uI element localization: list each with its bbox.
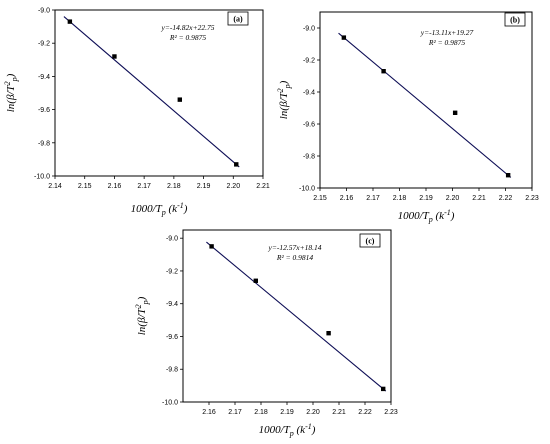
- data-point: [341, 35, 347, 40]
- x-axis-label: 1000/Tp (k-1): [398, 208, 455, 224]
- plot-frame: [54, 9, 264, 177]
- panel-label: (a): [233, 15, 243, 24]
- data-point: [381, 386, 386, 392]
- r-squared: R² = 0.9875: [169, 33, 207, 42]
- chart-panel-c: 2.16 2.17 2.18 2.19 2.20 2.21 2.22 2.23 -9.0 -9.2…: [134, 222, 425, 444]
- y-tick-label: -9.6: [38, 107, 50, 114]
- y-tick-label: -9.8: [303, 154, 315, 161]
- y-tick-label: -9.0: [38, 8, 50, 15]
- x-tick-label: 2.20: [306, 409, 320, 416]
- x-axis-label: 1000/Tp (k-1): [259, 422, 316, 438]
- y-tick-label: -9.0: [303, 26, 315, 33]
- data-point: [177, 97, 182, 102]
- chart-b-svg: 2.15 2.16 2.17 2.18 2.19 2.20 2.21 2.22 2.23 -9.0…: [276, 11, 539, 224]
- y-tick-label: -10.0: [162, 400, 178, 407]
- data-point: [234, 162, 239, 167]
- x-tick-label: 2.16: [202, 409, 216, 416]
- data-point: [112, 54, 117, 59]
- x-tick-label: 2.20: [446, 195, 460, 202]
- x-tick-label: 2.16: [108, 183, 122, 190]
- x-tick-label: 2.21: [256, 183, 270, 190]
- chart-panel-a: 2.14 2.15 2.16 2.17 2.18 2.19 2.20 2.21 -9.0 -9.2…: [0, 0, 275, 225]
- x-tick-label: 2.18: [393, 195, 407, 202]
- x-tick-label: 2.21: [472, 195, 486, 202]
- y-tick-label: -9.2: [166, 268, 178, 275]
- r-squared: R² = 0.9814: [276, 253, 314, 262]
- x-tick-label: 2.18: [167, 183, 181, 190]
- data-point: [253, 278, 258, 283]
- x-tick-label: 2.15: [78, 183, 92, 190]
- panel-label-box: [227, 11, 249, 26]
- data-point: [209, 244, 214, 249]
- fit-equation: y=-13.11x+19.27: [420, 28, 474, 37]
- x-tick-label: 2.18: [254, 409, 268, 416]
- y-tick-label: -9.2: [303, 58, 315, 65]
- y-tick-label: -9.0: [166, 236, 178, 243]
- fit-equation: y=-12.57x+18.14: [267, 243, 321, 252]
- x-tick-label: 2.23: [384, 409, 398, 416]
- y-tick-label: -10.0: [34, 174, 50, 181]
- plot-frame: [182, 229, 392, 403]
- chart-a-svg: 2.14 2.15 2.16 2.17 2.18 2.19 2.20 2.21 -9.0 -9.2…: [3, 8, 270, 218]
- y-tick-label: -9.6: [166, 334, 178, 341]
- x-tick-label: 2.21: [332, 409, 346, 416]
- data-point: [326, 331, 331, 336]
- fit-equation: y=-14.82x+22.75: [160, 23, 214, 32]
- panel-label-box: [504, 12, 526, 27]
- y-tick-label: -9.8: [38, 140, 50, 147]
- y-tick-label: -9.6: [303, 122, 315, 129]
- y-tick-label: -9.4: [303, 90, 315, 97]
- data-point: [452, 110, 458, 115]
- x-tick-label: 2.19: [197, 183, 211, 190]
- x-tick-label: 2.17: [366, 195, 380, 202]
- fit-line: [206, 241, 387, 392]
- y-tick-label: -9.4: [38, 74, 50, 81]
- chart-panel-b: 2.15 2.16 2.17 2.18 2.19 2.20 2.21 2.22 2.23 -9.0…: [275, 0, 550, 225]
- x-tick-label: 2.19: [280, 409, 294, 416]
- y-tick-label: -10.0: [299, 186, 315, 193]
- x-tick-label: 2.17: [228, 409, 242, 416]
- x-tick-label: 2.15: [313, 195, 327, 202]
- data-point: [67, 19, 73, 24]
- x-tick-label: 2.22: [499, 195, 513, 202]
- fit-line: [63, 16, 240, 168]
- panel-label: (b): [510, 16, 520, 25]
- x-tick-label: 2.20: [226, 183, 240, 190]
- y-axis-label: ln(β/T2p): [134, 296, 150, 335]
- panel-label-box: [359, 233, 381, 248]
- fit-line: [338, 32, 512, 178]
- y-tick-label: -9.2: [38, 41, 50, 48]
- y-tick-label: -9.4: [166, 301, 178, 308]
- x-tick-label: 2.14: [48, 183, 62, 190]
- chart-c-svg: 2.16 2.17 2.18 2.19 2.20 2.21 2.22 2.23 -9.0 -9.2…: [134, 229, 398, 438]
- x-tick-label: 2.22: [358, 409, 372, 416]
- data-point: [381, 69, 386, 74]
- plot-frame: [319, 11, 533, 189]
- x-axis-label: 1000/Tp (k-1): [131, 201, 188, 217]
- y-axis-label: ln(β/T2p): [276, 80, 292, 119]
- y-tick-label: -9.8: [166, 367, 178, 374]
- y-axis-label: ln(β/T2p): [3, 73, 19, 112]
- x-tick-label: 2.23: [525, 195, 539, 202]
- data-point: [505, 173, 511, 178]
- x-tick-label: 2.19: [419, 195, 433, 202]
- x-tick-label: 2.16: [340, 195, 354, 202]
- x-tick-label: 2.17: [137, 183, 151, 190]
- r-squared: R² = 0.9875: [428, 38, 466, 47]
- panel-label: (c): [366, 237, 375, 246]
